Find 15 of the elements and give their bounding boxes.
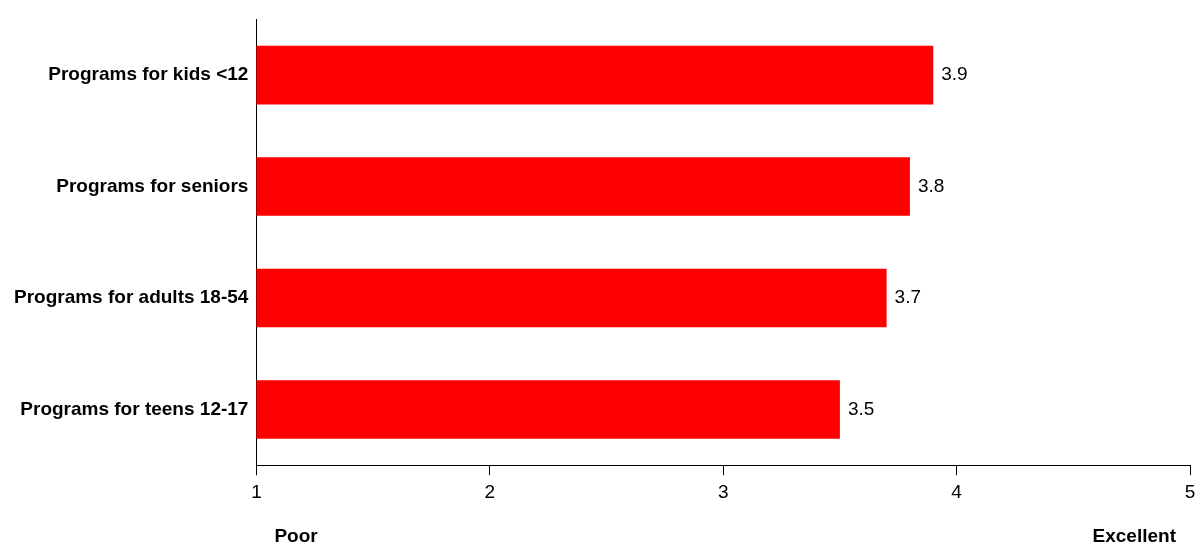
data-label: 3.5 <box>847 397 875 419</box>
x-tick-label: 5 <box>1184 480 1196 502</box>
text: Excellent <box>1092 524 1177 546</box>
text: Poor <box>274 524 319 546</box>
y-tick-label: Programs for seniors <box>56 174 249 196</box>
data-label: 3.8 <box>917 174 945 196</box>
y-tick-label: Programs for adults 18-54 <box>13 286 249 308</box>
y-tick-label: Programs for kids <12 <box>48 63 249 85</box>
data-label: 3.9 <box>941 63 968 85</box>
x-tick-label: 3 <box>717 480 729 502</box>
x-tick-label: 1 <box>251 480 262 502</box>
x-tick-label: 4 <box>951 480 963 502</box>
data-label: 3.7 <box>894 286 922 308</box>
y-tick-label: Programs for teens 12-17 <box>20 397 249 419</box>
x-tick-label: 2 <box>484 480 496 502</box>
